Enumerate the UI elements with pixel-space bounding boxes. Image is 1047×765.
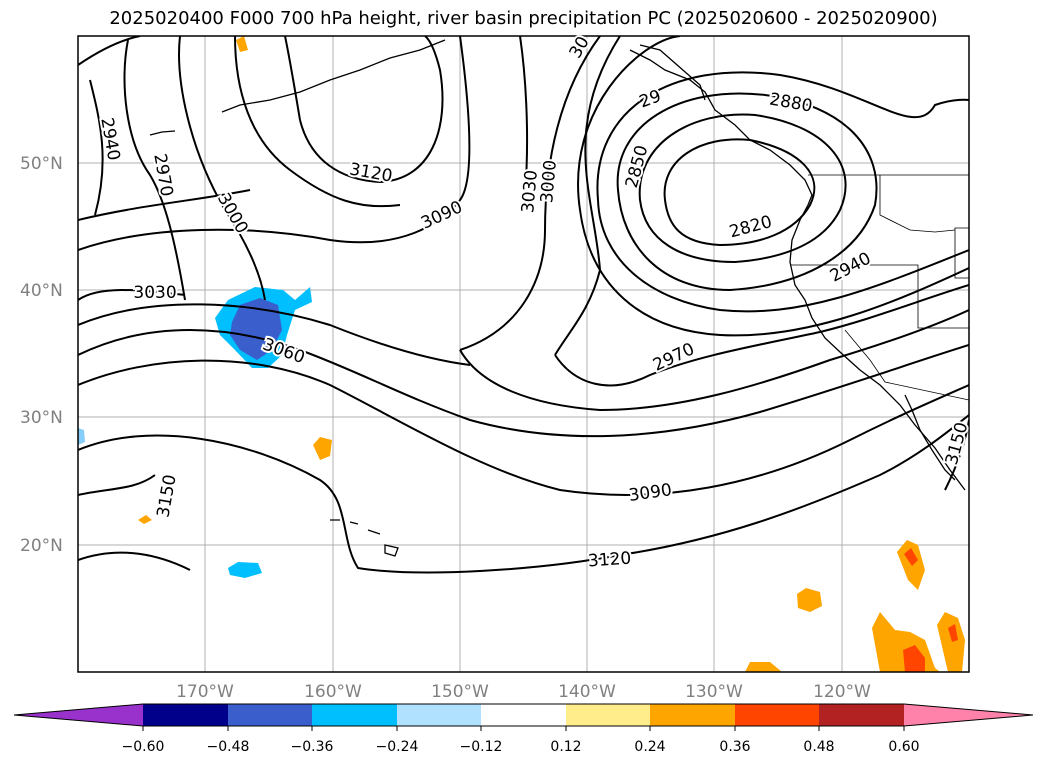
lat-label: 40°N bbox=[20, 281, 63, 301]
positive-anomaly-e-core bbox=[904, 548, 918, 566]
colorbar-segment bbox=[397, 704, 481, 726]
colorbar-tick-label: 0.24 bbox=[634, 739, 665, 755]
colorbar-tick-label: −0.12 bbox=[460, 739, 503, 755]
positive-anomaly-a bbox=[313, 437, 332, 460]
positive-anomaly-b bbox=[236, 36, 248, 52]
colorbar-tick-label: −0.60 bbox=[122, 739, 165, 755]
colorbar-tick-label: −0.36 bbox=[291, 739, 334, 755]
lat-label: 30°N bbox=[20, 408, 63, 428]
lon-label: 120°W bbox=[813, 682, 871, 702]
lon-label: 130°W bbox=[685, 682, 743, 702]
colorbar-ticks bbox=[142, 726, 905, 731]
colorbar-segment bbox=[566, 704, 650, 726]
map-title: 2025020400 F000 700 hPa height, river ba… bbox=[109, 8, 938, 29]
negative-anomaly-edge bbox=[78, 428, 85, 445]
positive-anomaly-g bbox=[937, 612, 965, 672]
colorbar-extend-low bbox=[14, 704, 143, 726]
contour-3120 bbox=[78, 414, 969, 574]
colorbar-tick-label: 0.36 bbox=[719, 739, 750, 755]
contour-label: 3000 bbox=[537, 159, 561, 204]
contour-2820 bbox=[663, 138, 816, 247]
colorbar-tick-label: −0.24 bbox=[376, 739, 419, 755]
borders bbox=[790, 174, 969, 401]
lat-label: 20°N bbox=[20, 536, 63, 556]
contour-label: 3030 bbox=[133, 283, 176, 303]
height-contours bbox=[78, 36, 969, 574]
colorbar-segment bbox=[650, 704, 735, 726]
map-panel bbox=[78, 36, 969, 672]
lon-label: 170°W bbox=[176, 682, 234, 702]
lon-label: 150°W bbox=[431, 682, 489, 702]
map-border bbox=[77, 35, 970, 673]
contour-label: 3120 bbox=[587, 549, 632, 572]
negative-anomaly-small bbox=[228, 562, 262, 578]
colorbar-tick-label: −0.48 bbox=[207, 739, 250, 755]
colorbar-segment bbox=[735, 704, 819, 726]
latitude-labels: 50°N 40°N 30°N 20°N bbox=[20, 154, 63, 556]
colorbar-tick-label: 0.48 bbox=[803, 739, 834, 755]
lon-label: 160°W bbox=[304, 682, 362, 702]
positive-anomaly-d bbox=[797, 588, 822, 612]
colorbar-segment bbox=[312, 704, 397, 726]
longitude-labels: 170°W 160°W 150°W 140°W 130°W 120°W bbox=[176, 682, 871, 702]
colorbar: −0.60 −0.48 −0.36 −0.24 −0.12 0.12 0.24 … bbox=[13, 703, 1034, 755]
colorbar-tick-label: 0.12 bbox=[550, 739, 581, 755]
positive-anomaly-c bbox=[138, 515, 152, 524]
contour-2940 bbox=[577, 36, 681, 211]
negative-anomaly-inner bbox=[230, 298, 282, 360]
contour-2970 bbox=[554, 36, 621, 356]
contour-3000 bbox=[459, 36, 601, 351]
lon-label: 140°W bbox=[558, 682, 616, 702]
positive-anomaly-f-core bbox=[903, 645, 925, 672]
positive-anomaly-e bbox=[897, 540, 925, 590]
coastlines bbox=[149, 39, 966, 557]
positive-anomaly-g-core bbox=[948, 624, 958, 642]
colorbar-extend-high bbox=[904, 704, 1033, 726]
contour-2910 bbox=[596, 71, 969, 201]
lat-label: 50°N bbox=[20, 154, 63, 174]
positive-anomaly-h bbox=[745, 662, 782, 672]
colorbar-segment bbox=[228, 704, 312, 726]
contour-2850 bbox=[638, 113, 847, 264]
precip-shading bbox=[78, 36, 965, 672]
contour-3150 bbox=[78, 474, 156, 496]
colorbar-segment bbox=[481, 704, 566, 726]
contour-3060 bbox=[78, 329, 969, 438]
colorbar-tick-label: 0.60 bbox=[888, 739, 919, 755]
colorbar-segment bbox=[143, 704, 228, 726]
contour-3030 bbox=[78, 303, 471, 366]
colorbar-segment bbox=[819, 704, 904, 726]
contour-3090 bbox=[78, 359, 969, 496]
contour-2880 bbox=[616, 92, 878, 292]
